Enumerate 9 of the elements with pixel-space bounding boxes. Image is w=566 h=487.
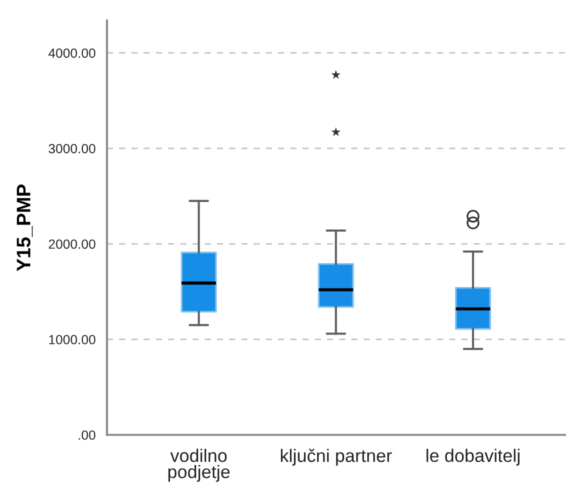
- y-tick-label: 3000.00: [48, 144, 96, 154]
- y-axis-title: Y15_PMP: [16, 184, 33, 272]
- x-tick-label: ključni partner: [280, 448, 392, 466]
- y-tick-label: 1000.00: [49, 334, 96, 344]
- y-tick-label: .00: [78, 430, 96, 440]
- x-tick-label: vodilno podjetje: [168, 448, 230, 482]
- y-tick-label: 4000.00: [48, 48, 96, 58]
- y-tick-label: 2000.00: [48, 239, 96, 249]
- x-tick-label: le dobavitelj: [426, 448, 520, 466]
